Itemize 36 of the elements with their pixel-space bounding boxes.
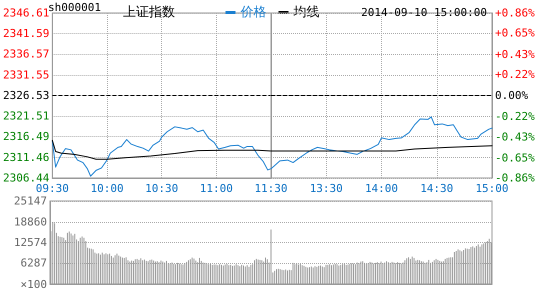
text: +0.43% <box>495 48 535 61</box>
text: -0.86% <box>495 172 535 184</box>
y-tick-label: 2341.59 <box>3 27 50 40</box>
x-tick-label: 10:30 <box>145 182 178 195</box>
y-tick-label: 2306.44 <box>3 172 50 184</box>
y-tick-label: 2326.53 <box>3 88 50 102</box>
y-tick-label: 2311.46 <box>3 150 50 164</box>
chart-subtitle: 2014-09-10 15:00:00 <box>361 6 488 19</box>
text: -0.43% <box>495 130 535 144</box>
x-tick-label: 11:30 <box>254 182 288 195</box>
x-tick-label: 13:30 <box>310 182 343 195</box>
y-tick-label: 2346.61 <box>3 6 50 20</box>
y-axis-title: ×100 <box>20 278 48 291</box>
y-tick-label: 12574 <box>14 236 48 249</box>
x-tick-label: 09:30 <box>36 182 69 195</box>
y-tick-label: 2321.51 <box>3 110 50 123</box>
legend-label: 价格 <box>240 5 266 20</box>
y-tick-label: 2336.57 <box>3 48 50 61</box>
y-tick-label: 25147 <box>14 194 47 208</box>
annotation: sh000001 <box>48 1 101 14</box>
text: 0.00% <box>495 89 528 102</box>
text: +0.86% <box>495 6 535 20</box>
chart-title: 上证指数 <box>123 5 175 20</box>
text: -0.22% <box>495 110 535 124</box>
x-tick-label: 15:00 <box>475 182 509 195</box>
y-tick-label: 2316.49 <box>3 130 50 144</box>
x-tick-label: 10:00 <box>90 182 124 195</box>
text: +0.65% <box>495 26 535 40</box>
y-tick-label: 2331.55 <box>3 68 50 82</box>
x-tick-label: 11:00 <box>200 182 233 195</box>
text: -0.65% <box>495 151 535 164</box>
x-tick-label: 14:00 <box>364 182 398 195</box>
y-tick-label: 18860 <box>14 215 47 228</box>
text: +0.22% <box>495 68 535 81</box>
x-tick-label: 14:30 <box>420 182 454 195</box>
y-tick-label: 6287 <box>20 256 47 270</box>
